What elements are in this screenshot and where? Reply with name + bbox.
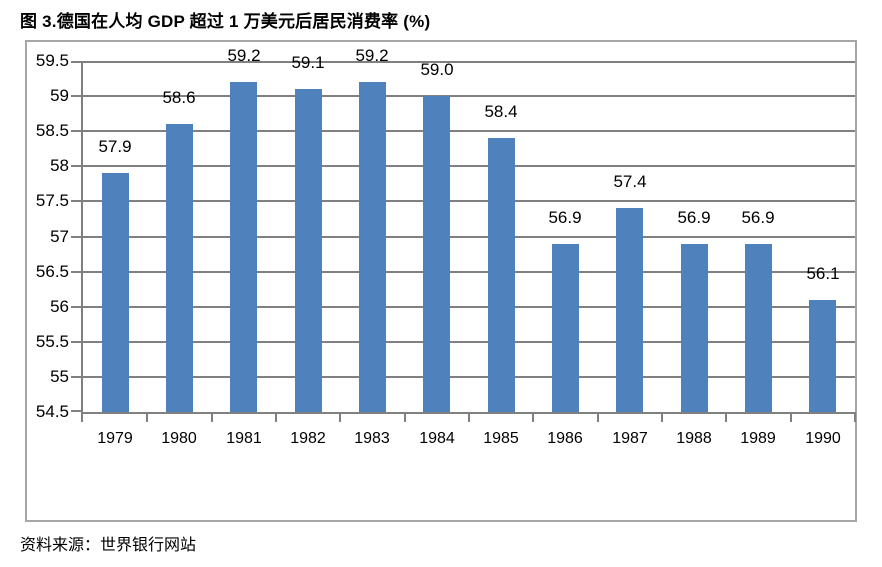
x-axis-label-1987: 1987 [612, 430, 648, 447]
y-axis-tick-59 [71, 95, 81, 97]
x-axis-label-1990: 1990 [805, 430, 841, 447]
x-axis-tick-6 [468, 412, 470, 422]
data-label-1983: 59.2 [355, 46, 389, 65]
y-axis-tick-59.5 [71, 61, 81, 63]
x-axis-tick-5 [404, 412, 406, 422]
x-axis-label-1981: 1981 [226, 430, 262, 447]
data-label-1982: 59.1 [291, 53, 325, 72]
data-label-1984: 59.0 [420, 60, 454, 79]
y-axis-label-57.5: 57.5 [35, 191, 69, 210]
bar-1982 [295, 89, 322, 412]
x-axis-tick-4 [339, 412, 341, 422]
x-axis-label-1980: 1980 [161, 430, 197, 447]
data-label-1987: 57.4 [613, 172, 647, 191]
x-axis-tick-11 [790, 412, 792, 422]
gridline-58 [83, 165, 855, 167]
y-axis-tick-55.5 [71, 341, 81, 343]
data-label-1990: 56.1 [806, 264, 840, 283]
x-axis-tick-0 [81, 412, 83, 422]
bar-1987 [616, 208, 643, 412]
y-axis-label-57: 57 [50, 227, 69, 246]
y-axis-tick-56.5 [71, 271, 81, 273]
y-axis-label-56.5: 56.5 [35, 262, 69, 281]
chart-frame: 59.5 59 58.5 58 57.5 57 56.5 56 55.5 55 54.5 57.9 19… [25, 40, 857, 522]
gridline-55 [83, 376, 855, 378]
y-axis-tick-58 [71, 165, 81, 167]
bar-1983 [359, 82, 386, 412]
gridline-59.5 [83, 61, 855, 63]
x-axis-tick-12 [854, 412, 856, 422]
bar-1985 [488, 138, 515, 412]
gridline-57.5 [83, 200, 855, 202]
x-axis-tick-9 [661, 412, 663, 422]
y-axis-label-55.5: 55.5 [35, 332, 69, 351]
x-axis-label-1983: 1983 [354, 430, 390, 447]
bar-1986 [552, 244, 579, 412]
x-axis-label-1984: 1984 [419, 430, 455, 447]
gridline-58.5 [83, 130, 855, 132]
y-axis-tick-56 [71, 306, 81, 308]
data-label-1988: 56.9 [677, 208, 711, 227]
data-label-1981: 59.2 [227, 46, 261, 65]
bar-1988 [681, 244, 708, 412]
plot-area: 59.5 59 58.5 58 57.5 57 56.5 56 55.5 55 54.5 57.9 19… [36, 46, 856, 447]
chart-title: 图 3.德国在人均 GDP 超过 1 万美元后居民消费率 (%) [20, 12, 431, 31]
y-axis-label-54.5: 54.5 [35, 402, 69, 421]
x-axis-tick-1 [146, 412, 148, 422]
y-axis-label-55: 55 [50, 367, 69, 386]
y-axis-label-59.5: 59.5 [35, 51, 69, 70]
source-note: 资料来源：世界银行网站 [20, 537, 197, 554]
x-axis-tick-7 [532, 412, 534, 422]
gridline-57 [83, 236, 855, 238]
bar-1990 [809, 300, 836, 412]
bar-1984 [423, 96, 450, 412]
y-axis-label-58: 58 [50, 156, 69, 175]
x-axis-label-1979: 1979 [97, 430, 133, 447]
data-label-1989: 56.9 [741, 208, 775, 227]
gridline-56.5 [83, 271, 855, 273]
y-axis-tick-57 [71, 236, 81, 238]
data-label-1985: 58.4 [484, 102, 518, 121]
y-axis-label-58.5: 58.5 [35, 121, 69, 140]
bar-1989 [745, 244, 772, 412]
data-label-1980: 58.6 [162, 88, 196, 107]
x-axis-label-1986: 1986 [547, 430, 583, 447]
x-axis-tick-2 [211, 412, 213, 422]
bar-1981 [230, 82, 257, 412]
gridline-55.5 [83, 341, 855, 343]
x-axis-tick-10 [725, 412, 727, 422]
y-axis-label-56: 56 [50, 297, 69, 316]
gridline-59 [83, 95, 855, 97]
bar-1980 [166, 124, 193, 412]
gridline-56 [83, 306, 855, 308]
x-axis-label-1988: 1988 [676, 430, 712, 447]
x-axis-label-1982: 1982 [290, 430, 326, 447]
y-axis-tick-58.5 [71, 130, 81, 132]
x-axis-tick-3 [275, 412, 277, 422]
y-axis-tick-57.5 [71, 200, 81, 202]
data-label-1986: 56.9 [548, 208, 582, 227]
x-axis-tick-8 [597, 412, 599, 422]
y-axis-label-59: 59 [50, 86, 69, 105]
data-label-1979: 57.9 [98, 137, 132, 156]
x-axis-label-1989: 1989 [740, 430, 776, 447]
y-axis-tick-55 [71, 376, 81, 378]
x-axis-label-1985: 1985 [483, 430, 519, 447]
y-axis-tick-54.5 [71, 410, 81, 412]
bar-1979 [102, 173, 129, 412]
